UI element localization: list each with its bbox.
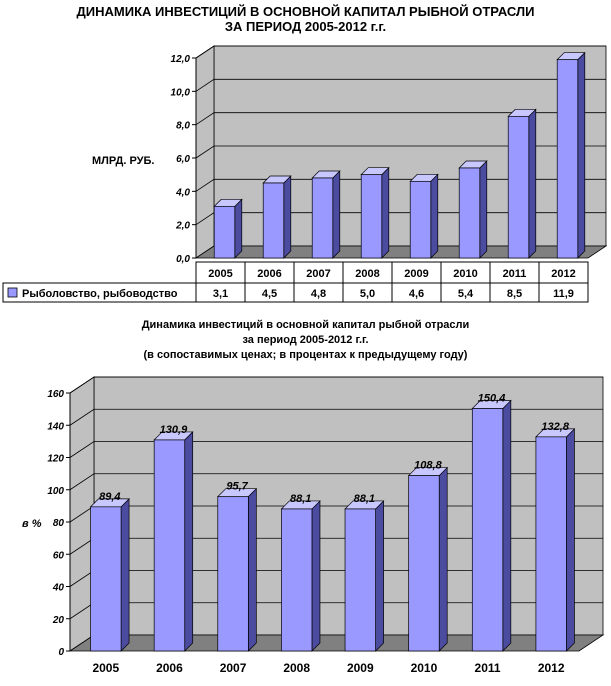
gridline xyxy=(195,145,606,159)
y-tick-label: 160 xyxy=(47,389,64,400)
y-tick-label: 0 xyxy=(58,647,64,658)
y-tick-label: 140 xyxy=(47,421,64,432)
y-tick-label: 100 xyxy=(47,486,64,497)
bar-side xyxy=(502,399,512,652)
data-label: 88,1 xyxy=(354,493,375,505)
x-tick-label: 2008 xyxy=(283,661,310,675)
x-tick-label: 2012 xyxy=(551,268,575,280)
y-axis-label: МЛРД. РУБ. xyxy=(92,155,154,167)
bar xyxy=(360,174,383,259)
data-label: 95,7 xyxy=(226,481,248,493)
bar xyxy=(217,496,249,652)
data-label: 89,4 xyxy=(99,491,120,503)
bar xyxy=(213,205,236,259)
data-label: 150,4 xyxy=(478,392,506,404)
bar xyxy=(90,506,122,652)
bar xyxy=(311,177,334,259)
gridline xyxy=(69,408,603,426)
data-table-value: 4,6 xyxy=(409,288,424,300)
chart2-title-line: за период 2005-2012 г.г. xyxy=(242,334,369,346)
gridline xyxy=(195,78,606,92)
bar xyxy=(409,180,432,259)
bar xyxy=(556,59,579,259)
x-tick-label: 2006 xyxy=(156,661,183,675)
data-table-value: 4,8 xyxy=(311,288,326,300)
data-label: 130,9 xyxy=(160,424,188,436)
data-table-value: 11,9 xyxy=(553,288,574,300)
gridline xyxy=(69,376,603,394)
data-label: 132,8 xyxy=(541,421,569,433)
legend-label: Рыболовство, рыбоводство xyxy=(22,288,178,300)
x-tick-label: 2011 xyxy=(475,661,501,675)
bar xyxy=(262,182,285,259)
y-tick-label: 0,0 xyxy=(176,254,190,265)
y-tick-label: 2,0 xyxy=(175,221,190,232)
bar-side xyxy=(247,487,257,652)
chart-floor xyxy=(194,245,608,259)
x-tick-label: 2010 xyxy=(411,661,438,675)
legend-swatch xyxy=(7,287,18,298)
y-tick-label: 6,0 xyxy=(176,154,190,165)
gridline xyxy=(195,112,606,125)
gridline xyxy=(195,45,606,59)
chart-floor xyxy=(68,634,605,652)
bar xyxy=(458,167,481,259)
chart2-title-line: Динамика инвестиций в основной капитал р… xyxy=(141,319,470,331)
data-table-value-row xyxy=(2,282,589,303)
bar-side xyxy=(375,500,384,652)
y-tick-label: 40 xyxy=(52,583,65,594)
chart1-title-line: ЗА ПЕРИОД 2005-2012 г.г. xyxy=(224,19,387,34)
bar xyxy=(471,408,504,652)
bar-side xyxy=(566,428,575,652)
bar xyxy=(535,436,567,652)
chart1-title-line: ДИНАМИКА ИНВЕСТИЦИЙ В ОСНОВНОЙ КАПИТАЛ Р… xyxy=(76,4,535,19)
x-tick-label: 2005 xyxy=(92,661,119,675)
bar-side xyxy=(120,497,130,652)
x-tick-label: 2010 xyxy=(453,268,477,280)
y-tick-label: 10,0 xyxy=(171,87,191,98)
x-tick-label: 2007 xyxy=(306,268,330,280)
gridline xyxy=(69,441,603,458)
chart2-title: Динамика инвестиций в основной капитал р… xyxy=(0,318,611,363)
x-tick-label: 2005 xyxy=(208,268,232,280)
y-tick-label: 8,0 xyxy=(176,121,190,132)
bar-side xyxy=(184,431,194,652)
bar-side xyxy=(311,500,321,652)
data-table-value: 5,4 xyxy=(458,288,474,300)
y-tick-label: 120 xyxy=(47,454,64,465)
bar xyxy=(408,475,440,652)
x-tick-label: 2007 xyxy=(220,661,247,675)
y-tick-label: 12,0 xyxy=(171,54,191,65)
x-tick-label: 2011 xyxy=(503,268,527,280)
x-tick-label: 2009 xyxy=(347,661,374,675)
y-axis-label: в % xyxy=(22,518,42,530)
chart2-title-line: (в сопоставимых ценах; в процентах к пре… xyxy=(143,349,468,361)
investment-bar-chart-rub: 0,0 2,0 4,0 6,0 8,0 10,0 12,0 МЛРД. РУБ. 2005 3,1… xyxy=(2,45,608,303)
data-table-value: 4,5 xyxy=(262,288,277,300)
x-tick-label: 2006 xyxy=(257,268,281,280)
bar xyxy=(281,508,313,652)
data-label: 108,8 xyxy=(414,460,442,472)
data-table-value: 3,1 xyxy=(213,288,228,300)
data-table-value: 8,5 xyxy=(507,288,522,300)
chart1-title: ДИНАМИКА ИНВЕСТИЦИЙ В ОСНОВНОЙ КАПИТАЛ Р… xyxy=(0,4,611,34)
y-tick-label: 4,0 xyxy=(175,187,190,198)
data-table-value: 5,0 xyxy=(360,288,375,300)
bar-side xyxy=(438,466,448,652)
bar xyxy=(507,115,530,259)
bar xyxy=(153,439,186,652)
x-tick-label: 2009 xyxy=(404,268,428,280)
y-tick-label: 60 xyxy=(53,550,65,561)
x-tick-label: 2012 xyxy=(538,661,565,675)
y-tick-label: 20 xyxy=(52,615,65,626)
x-tick-label: 2008 xyxy=(355,268,379,280)
data-label: 88,1 xyxy=(290,493,311,505)
y-tick-label: 80 xyxy=(53,518,65,529)
bar xyxy=(344,508,376,652)
